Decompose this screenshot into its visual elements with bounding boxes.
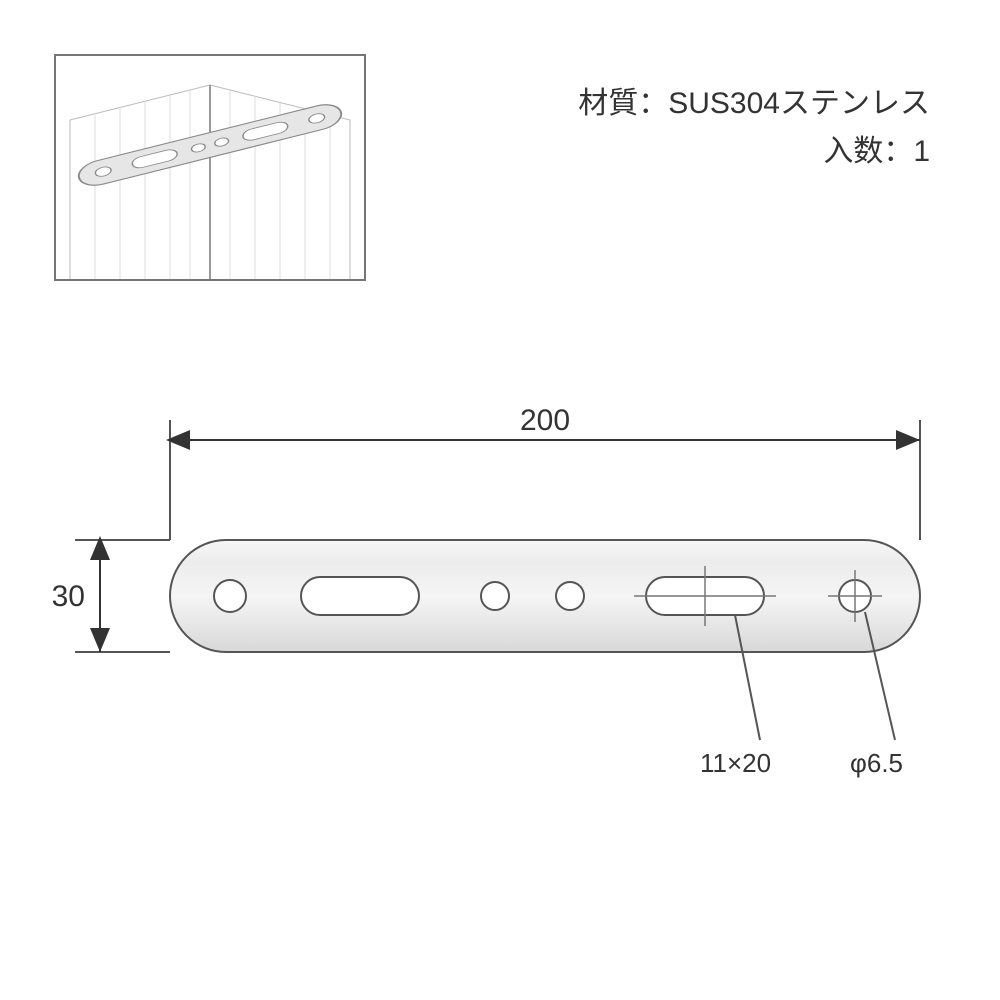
quantity-label: 入数：: [823, 135, 913, 168]
spec-block: 材質：SUS304ステンレス 入数：1: [578, 80, 930, 176]
hole-slot-1: [301, 577, 419, 615]
dim-height: 30: [52, 540, 170, 652]
quantity-value: 1: [913, 135, 930, 168]
slot-size-label: 11×20: [700, 748, 771, 778]
quantity-line: 入数：1: [578, 128, 930, 176]
hole-small-1: [481, 582, 509, 610]
hole-circle-left: [214, 580, 246, 612]
thumbnail-content: [70, 85, 350, 280]
dim-length-label: 200: [520, 404, 570, 437]
hole-dia-label: φ6.5: [850, 748, 903, 778]
material-label: 材質：: [578, 87, 668, 120]
material-line: 材質：SUS304ステンレス: [578, 80, 930, 128]
dim-length: 200: [170, 404, 920, 540]
main-drawing: 200 30: [52, 404, 920, 778]
dim-height-label: 30: [52, 580, 85, 613]
thumbnail: [55, 55, 365, 280]
bracket-body: [170, 540, 920, 652]
material-value: SUS304ステンレス: [668, 87, 930, 120]
hole-small-2: [556, 582, 584, 610]
